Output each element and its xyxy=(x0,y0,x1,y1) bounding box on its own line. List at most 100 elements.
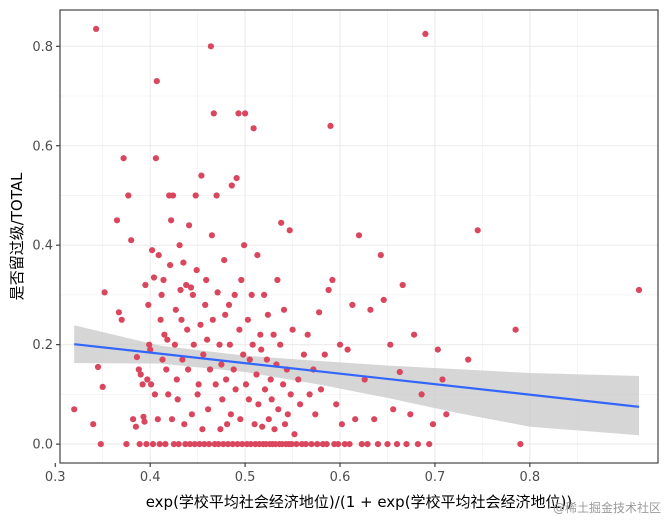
data-point xyxy=(217,426,224,433)
data-point xyxy=(157,316,164,323)
data-point xyxy=(144,376,151,383)
data-point xyxy=(325,286,332,294)
data-point xyxy=(90,421,97,428)
y-axis-ticks: 0.0 0.2 0.4 0.6 0.8 xyxy=(32,40,60,453)
data-point xyxy=(154,416,161,423)
data-point xyxy=(170,441,177,448)
data-point xyxy=(239,441,246,448)
data-point xyxy=(168,217,175,224)
data-point xyxy=(418,391,425,398)
data-point xyxy=(146,341,153,348)
data-point xyxy=(338,421,345,428)
data-point xyxy=(267,376,274,383)
data-point xyxy=(240,351,247,358)
data-point xyxy=(136,441,143,448)
data-point xyxy=(396,368,403,376)
data-point xyxy=(384,441,391,448)
data-point xyxy=(137,371,144,378)
data-point xyxy=(145,301,152,308)
data-point xyxy=(176,242,183,249)
data-point xyxy=(180,259,187,266)
data-point xyxy=(165,391,172,398)
data-point xyxy=(186,441,194,448)
data-point xyxy=(210,110,217,117)
data-point xyxy=(193,267,200,274)
data-point xyxy=(150,274,158,281)
data-point xyxy=(355,232,363,239)
data-point xyxy=(187,284,195,291)
data-point xyxy=(443,411,450,418)
data-point xyxy=(414,441,421,448)
watermark: @稀土掘金技术社区 xyxy=(552,501,661,515)
data-point xyxy=(213,192,220,199)
data-point xyxy=(224,441,232,448)
data-point xyxy=(380,296,387,303)
data-point xyxy=(164,336,171,343)
data-point xyxy=(115,309,122,316)
data-point xyxy=(390,406,397,413)
data-point xyxy=(209,316,216,323)
data-point xyxy=(286,227,293,234)
data-point xyxy=(125,192,132,199)
data-point xyxy=(429,421,437,428)
data-point xyxy=(248,291,255,298)
data-point xyxy=(182,441,189,448)
data-point xyxy=(189,291,196,298)
data-point xyxy=(158,291,165,298)
data-point xyxy=(333,401,340,408)
data-point xyxy=(149,247,156,254)
x-axis-ticks: 0.3 0.4 0.5 0.6 0.7 0.8 xyxy=(45,463,540,485)
data-point xyxy=(192,192,199,199)
data-point xyxy=(254,252,261,259)
data-point xyxy=(235,110,242,117)
data-point xyxy=(168,416,176,423)
data-point xyxy=(140,413,147,420)
fit-line-layer xyxy=(74,343,640,408)
data-point xyxy=(422,30,429,37)
data-point xyxy=(439,376,446,383)
data-point xyxy=(635,286,643,294)
data-point xyxy=(218,361,225,368)
data-point xyxy=(205,406,212,413)
data-point xyxy=(208,232,215,239)
x-axis-title: exp(学校平均社会经济地位)/(1 + exp(学校平均社会经济地位)) xyxy=(146,493,573,511)
data-point xyxy=(358,441,365,448)
data-point xyxy=(253,371,260,378)
y-axis-title: 是否留过级/TOTAL xyxy=(8,172,26,300)
data-point xyxy=(278,219,285,226)
data-point xyxy=(426,441,433,448)
data-point xyxy=(212,381,219,388)
data-point xyxy=(142,281,149,289)
data-point xyxy=(214,289,221,296)
data-point xyxy=(258,346,265,353)
data-point xyxy=(156,441,163,448)
data-point xyxy=(179,356,186,363)
data-point xyxy=(135,366,142,373)
data-point xyxy=(151,391,158,398)
data-point xyxy=(233,175,240,182)
regression-line xyxy=(74,343,640,408)
data-point xyxy=(302,441,309,448)
data-point xyxy=(323,441,330,448)
x-tick-label: 0.4 xyxy=(140,470,161,485)
data-point xyxy=(172,306,179,313)
data-point xyxy=(517,441,524,448)
data-point xyxy=(246,356,253,363)
data-point xyxy=(251,421,258,428)
data-point xyxy=(238,276,245,284)
data-point xyxy=(197,321,204,328)
data-point xyxy=(234,441,241,448)
data-point xyxy=(177,286,184,294)
data-point xyxy=(188,411,195,418)
data-point xyxy=(293,441,300,448)
data-point xyxy=(163,366,170,373)
data-point xyxy=(289,326,296,333)
data-point xyxy=(149,441,157,448)
data-point xyxy=(367,306,374,313)
x-tick-label: 0.6 xyxy=(330,470,351,485)
data-point xyxy=(465,356,472,363)
data-point xyxy=(308,441,315,448)
data-point xyxy=(257,331,264,338)
data-point xyxy=(244,316,251,323)
data-point xyxy=(259,423,266,430)
